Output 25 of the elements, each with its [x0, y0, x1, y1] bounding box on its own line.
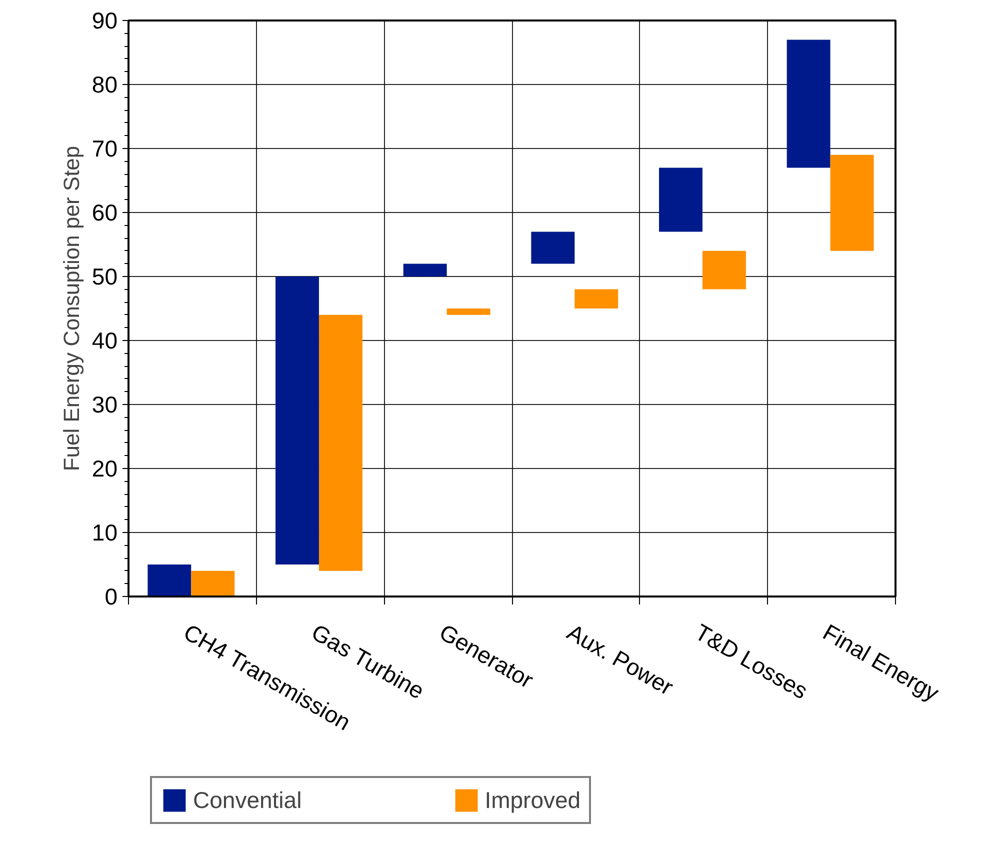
legend-label: Improved [484, 786, 581, 814]
bar [276, 276, 319, 564]
y-tick-label: 40 [92, 328, 118, 354]
y-tick-label: 70 [92, 136, 118, 162]
bar [446, 308, 490, 315]
y-tick-label: 30 [92, 392, 118, 418]
y-tick-label: 0 [104, 584, 118, 610]
y-tick-label: 90 [92, 8, 118, 34]
bar [659, 168, 702, 232]
bar [830, 154, 874, 251]
y-tick-label: 10 [92, 520, 118, 546]
y-tick-label: 50 [92, 264, 118, 290]
bar [148, 564, 192, 596]
bar [191, 570, 235, 596]
bar [318, 314, 362, 571]
bar [786, 40, 830, 168]
bar [403, 264, 447, 276]
y-tick-label: 20 [92, 456, 118, 482]
y-tick-label: 60 [92, 200, 118, 226]
y-tick-label: 80 [92, 72, 118, 98]
bar [574, 289, 618, 308]
legend-label: Convential [193, 786, 302, 814]
bar [702, 250, 746, 290]
y-axis-title: Fuel Energy Consuption per Step [58, 146, 84, 472]
bar [531, 232, 575, 264]
